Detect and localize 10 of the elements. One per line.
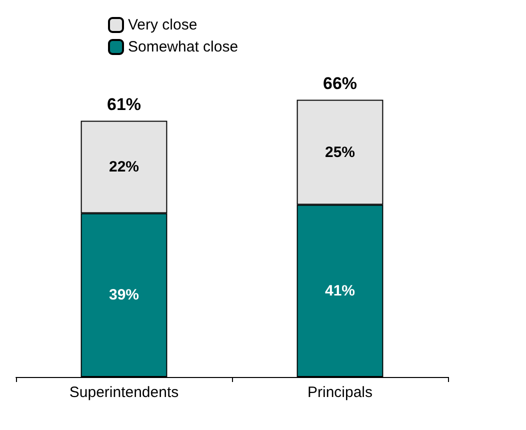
x-tick-label: Principals: [307, 384, 373, 401]
total-label: 61%: [106, 94, 142, 114]
data-label: 41%: [324, 282, 356, 300]
data-label: 39%: [108, 286, 140, 304]
legend-label: Somewhat close: [128, 38, 238, 56]
data-label: 25%: [324, 144, 356, 161]
x-tick-label: Superintendents: [69, 384, 179, 401]
total-label: 66%: [322, 74, 358, 93]
legend-label: Very close: [128, 16, 198, 34]
data-label: 22%: [108, 158, 140, 176]
